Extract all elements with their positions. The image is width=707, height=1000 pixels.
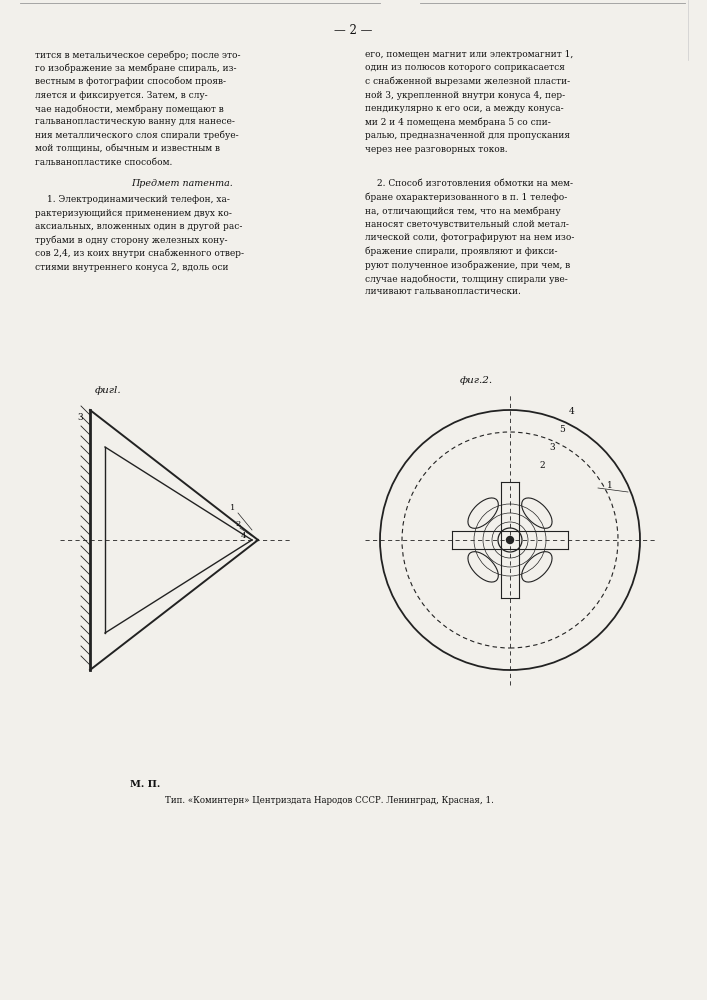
Circle shape bbox=[506, 536, 513, 544]
Text: фиг.2.: фиг.2. bbox=[460, 376, 493, 385]
Text: пендикулярно к его оси, а между конуса-: пендикулярно к его оси, а между конуса- bbox=[365, 104, 563, 113]
Text: 2: 2 bbox=[235, 520, 240, 528]
Text: чае надобности, мембрану помещают в: чае надобности, мембрану помещают в bbox=[35, 104, 223, 113]
Text: фигl.: фигl. bbox=[95, 386, 122, 395]
Text: ми 2 и 4 помещена мембрана 5 со спи-: ми 2 и 4 помещена мембрана 5 со спи- bbox=[365, 117, 551, 127]
Text: тится в метальическое серебро; после это-: тится в метальическое серебро; после это… bbox=[35, 50, 240, 60]
Text: го изображение за мембране спираль, из-: го изображение за мембране спираль, из- bbox=[35, 64, 237, 73]
Text: гальванопластическую ванну для нанесе-: гальванопластическую ванну для нанесе- bbox=[35, 117, 235, 126]
Text: 1: 1 bbox=[607, 481, 613, 489]
Text: Предмет патента.: Предмет патента. bbox=[132, 180, 233, 188]
Text: бражение спирали, проявляют и фикси-: бражение спирали, проявляют и фикси- bbox=[365, 247, 558, 256]
Text: трубами в одну сторону железных кону-: трубами в одну сторону железных кону- bbox=[35, 235, 228, 245]
Text: лической соли, фотографируют на нем изо-: лической соли, фотографируют на нем изо- bbox=[365, 233, 574, 242]
Text: 5: 5 bbox=[559, 426, 565, 434]
Text: бране охарактеризованного в п. 1 телефо-: бране охарактеризованного в п. 1 телефо- bbox=[365, 193, 567, 202]
Text: личивают гальванопластически.: личивают гальванопластически. bbox=[365, 288, 521, 296]
Text: его, помещен магнит или электромагнит 1,: его, помещен магнит или электромагнит 1, bbox=[365, 50, 573, 59]
Text: аксиальных, вложенных один в другой рас-: аксиальных, вложенных один в другой рас- bbox=[35, 222, 243, 231]
Text: наносят светочувствительный слой метал-: наносят светочувствительный слой метал- bbox=[365, 220, 569, 229]
Text: через нее разговорных токов.: через нее разговорных токов. bbox=[365, 144, 508, 153]
Text: ралью, предназначенной для пропускания: ралью, предназначенной для пропускания bbox=[365, 131, 570, 140]
Text: гальванопластике способом.: гальванопластике способом. bbox=[35, 158, 173, 167]
Text: ния металлического слоя спирали требуе-: ния металлического слоя спирали требуе- bbox=[35, 131, 239, 140]
Text: мой толщины, обычным и известным в: мой толщины, обычным и известным в bbox=[35, 144, 220, 153]
Text: 4: 4 bbox=[569, 408, 575, 416]
Text: 2. Способ изготовления обмотки на мем-: 2. Способ изготовления обмотки на мем- bbox=[377, 180, 573, 188]
Text: — 2 —: — 2 — bbox=[334, 23, 372, 36]
Text: 3: 3 bbox=[77, 413, 83, 422]
Text: рактеризующийся применением двух ко-: рактеризующийся применением двух ко- bbox=[35, 209, 232, 218]
Text: случае надобности, толщину спирали уве-: случае надобности, толщину спирали уве- bbox=[365, 274, 568, 284]
Text: ной 3, укрепленной внутри конуса 4, пер-: ной 3, укрепленной внутри конуса 4, пер- bbox=[365, 91, 565, 100]
Text: стиями внутреннего конуса 2, вдоль оси: стиями внутреннего конуса 2, вдоль оси bbox=[35, 262, 228, 271]
Text: один из полюсов которого соприкасается: один из полюсов которого соприкасается bbox=[365, 64, 565, 73]
Text: 1: 1 bbox=[230, 504, 235, 512]
Text: руют полученное изображение, при чем, в: руют полученное изображение, при чем, в bbox=[365, 260, 571, 270]
Text: на, отличающийся тем, что на мембрану: на, отличающийся тем, что на мембрану bbox=[365, 207, 561, 216]
Text: сов 2,4, из коих внутри снабженного отвер-: сов 2,4, из коих внутри снабженного отве… bbox=[35, 249, 244, 258]
Text: ляется и фиксируется. Затем, в слу-: ляется и фиксируется. Затем, в слу- bbox=[35, 91, 208, 100]
Text: 3: 3 bbox=[549, 444, 555, 452]
Text: вестным в фотографии способом прояв-: вестным в фотографии способом прояв- bbox=[35, 77, 226, 87]
Text: Тип. «Коминтерн» Центриздата Народов СССР. Ленинград, Красная, 1.: Тип. «Коминтерн» Центриздата Народов ССС… bbox=[165, 796, 494, 805]
Text: с снабженной вырезами железной пласти-: с снабженной вырезами железной пласти- bbox=[365, 77, 570, 87]
Text: 1. Электродинамический телефон, ха-: 1. Электродинамический телефон, ха- bbox=[47, 195, 230, 204]
Text: 4: 4 bbox=[240, 532, 246, 540]
Text: М. П.: М. П. bbox=[130, 780, 160, 789]
Text: 2: 2 bbox=[539, 460, 545, 470]
